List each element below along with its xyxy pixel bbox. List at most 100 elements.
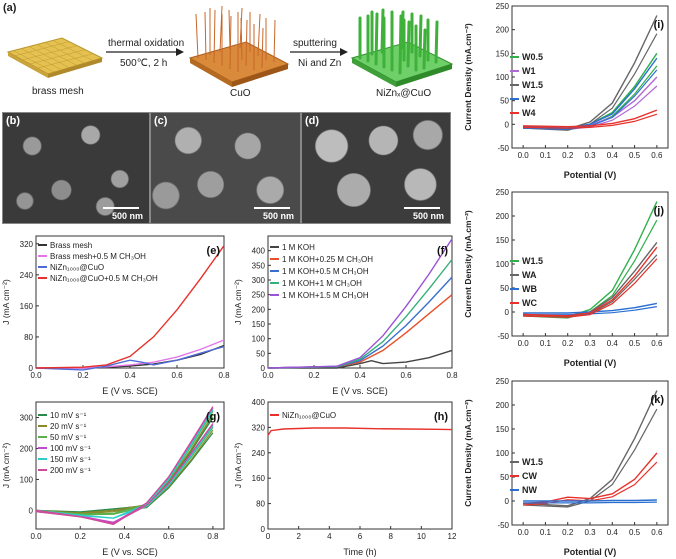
legend-label: NiZn₁₀₀₀@CuO <box>50 263 104 272</box>
y-tick-label: 160 <box>20 302 34 311</box>
series-line-1 <box>523 452 658 505</box>
y-tick-label: 200 <box>496 401 510 410</box>
y-tick-label: 150 <box>496 236 510 245</box>
panel-letter-h: (h) <box>434 411 448 423</box>
x-tick-label: 4 <box>327 532 332 541</box>
y-tick-label: 300 <box>20 413 34 422</box>
legend-label: Brass mesh+0.5 M CH₃OH <box>50 252 146 261</box>
series-line-4 <box>267 238 453 369</box>
x-tick-label: 0.0 <box>30 371 42 380</box>
process-schematic <box>6 5 454 87</box>
y-tick-label: 0 <box>505 120 510 129</box>
x-axis-label: E (V vs. SCE) <box>332 386 388 396</box>
x-tick-label: 0.1 <box>540 339 552 348</box>
legend-label: 1 M KOH+1.5 M CH₃OH <box>282 291 369 300</box>
x-axis-label: Potential (V) <box>564 547 617 557</box>
y-tick-label: 400 <box>252 247 266 256</box>
x-tick-label: 0.4 <box>354 371 366 380</box>
panel-letter-k: (k) <box>651 394 665 406</box>
y-tick-label: 100 <box>20 475 34 484</box>
panel-letter-b: (b) <box>6 115 21 127</box>
legend-label: W4 <box>522 108 536 118</box>
series-return-line-2 <box>523 501 657 504</box>
panel-letter-d: (d) <box>305 115 320 127</box>
series-line-2 <box>523 302 658 314</box>
panel-letter-a: (a) <box>3 2 17 14</box>
series-line-2 <box>523 499 657 502</box>
x-tick-label: 0.6 <box>163 532 175 541</box>
plot-frame <box>267 235 453 369</box>
y-tick-label: 250 <box>496 2 510 11</box>
x-tick-label: 0.3 <box>584 151 596 160</box>
y-tick-label: 300 <box>252 276 266 285</box>
cuo-nanowire-illustration <box>188 5 290 87</box>
x-tick-label: 0.6 <box>651 151 663 160</box>
x-axis-label: E (V vs. SCE) <box>102 547 158 557</box>
chart-e: 0.0 0.2 0.4 0.6 0.8 0 80 160 240 320 E (V vs. SCE)… <box>1 235 230 396</box>
series-return-line-0 <box>523 219 658 319</box>
series-line-1 <box>36 339 225 369</box>
scale-bar-b <box>103 207 139 209</box>
legend-label: 20 mV s⁻¹ <box>50 422 87 431</box>
legend-label: 1 M KOH+1 M CH₃OH <box>282 279 362 288</box>
legend-label: 150 mV s⁻¹ <box>50 455 91 464</box>
plot-frame <box>35 235 225 369</box>
y-tick-label: 250 <box>496 377 510 386</box>
x-tick-label: 0.2 <box>77 371 89 380</box>
panel-letter-c: (c) <box>154 115 168 127</box>
chart-j: 0.0 0.1 0.2 0.3 0.4 0.5 0.6 -50 0 50 100 150 200 250 P… <box>463 188 669 368</box>
series-return-line-0 <box>523 408 658 508</box>
series-return-line-3 <box>523 69 658 131</box>
x-tick-label: 0.8 <box>218 371 230 380</box>
sem-image-c: (c) 500 nm <box>150 112 301 224</box>
scale-text-d: 500 nm <box>412 211 444 221</box>
x-tick-label: 0.6 <box>651 339 663 348</box>
scale-bar-d <box>404 207 440 209</box>
y-tick-label: 0 <box>505 308 510 317</box>
y-axis-label: J (mA cm⁻²) <box>1 279 11 325</box>
y-tick-label: -50 <box>497 332 509 341</box>
y-tick-label: 250 <box>496 188 510 197</box>
legend-label: 50 mV s⁻¹ <box>50 433 87 442</box>
plot-frame <box>267 401 453 530</box>
y-axis-label: J (mA cm⁻²) <box>233 279 243 325</box>
y-tick-label: 350 <box>252 261 266 270</box>
y-tick-label: 80 <box>24 333 33 342</box>
sem-image-b: (b) 500 nm <box>2 112 150 224</box>
y-axis-label: J (mA cm⁻²) <box>233 443 243 489</box>
x-tick-label: 0.2 <box>562 528 574 537</box>
panel-letter-j: (j) <box>654 205 665 217</box>
y-tick-label: 0 <box>261 364 266 373</box>
x-tick-label: 0.5 <box>629 528 641 537</box>
y-tick-label: 320 <box>252 423 266 432</box>
x-tick-label: 0.8 <box>446 371 458 380</box>
legend-label: 1 M KOH <box>282 243 315 252</box>
series-return-line-2 <box>523 306 657 316</box>
legend-label: W0.5 <box>522 52 543 62</box>
x-tick-label: 0.4 <box>607 151 619 160</box>
y-tick-label: -50 <box>497 144 509 153</box>
series-line-4 <box>523 109 658 128</box>
legend-label: 10 mV s⁻¹ <box>50 411 87 420</box>
y-tick-label: 0 <box>261 525 266 534</box>
x-tick-label: 0.6 <box>171 371 183 380</box>
scale-text-c: 500 nm <box>262 211 294 221</box>
series-line-3 <box>523 246 658 317</box>
chart-f: 0.0 0.2 0.4 0.6 0.8 0 50 100 150 200 250 300 350 400 E… <box>233 235 458 396</box>
y-tick-label: 240 <box>20 271 34 280</box>
legend-label: WB <box>522 284 537 294</box>
x-tick-label: 6 <box>358 532 363 541</box>
x-tick-label: 0.0 <box>518 339 530 348</box>
x-tick-label: 0.1 <box>540 528 552 537</box>
y-tick-label: 100 <box>496 73 510 82</box>
nizn-cuo-illustration <box>350 8 454 87</box>
y-axis-label: Current Density (mA.cm⁻²) <box>463 399 473 507</box>
arrow1-bottom-label: 500℃, 2 h <box>120 58 168 69</box>
y-tick-label: 240 <box>252 449 266 458</box>
x-axis-label: Time (h) <box>343 547 376 557</box>
legend-label: NiZn₁₀₀₀@CuO+0.5 M CH₃OH <box>50 274 158 283</box>
arrow2-bottom-label: Ni and Zn <box>298 58 342 69</box>
panel-letter-g: (g) <box>206 411 220 423</box>
x-tick-label: 0.4 <box>607 528 619 537</box>
legend-label: CW <box>522 471 537 481</box>
